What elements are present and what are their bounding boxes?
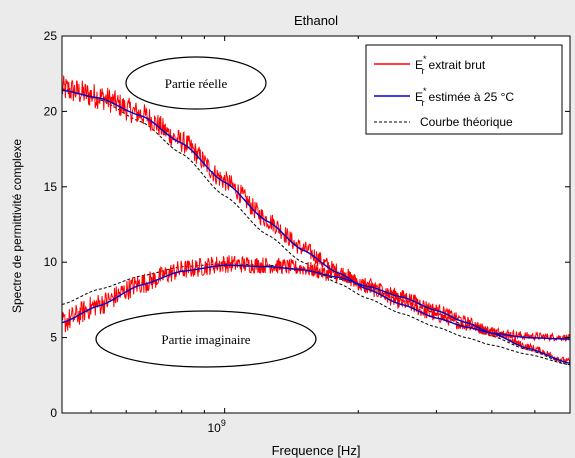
annotation-real: Partie réelle [125, 56, 267, 110]
legend: E* r extrait brut E* r estimée à 25 °C Courb… [365, 44, 563, 135]
legend-box [365, 44, 563, 135]
series-real-fit-line [61, 89, 571, 340]
y-tick-label: 15 [44, 180, 58, 194]
plot-frame [61, 35, 571, 414]
y-axis-label: Spectre de permittivité complexe [10, 139, 24, 313]
series-imaginary-fit-line [61, 264, 571, 364]
legend-label-raw: E* r extrait brut [415, 54, 486, 76]
legend-label-theory: Courbe théorique [420, 115, 513, 129]
annotation-imaginary: Partie imaginaire [95, 310, 317, 368]
y-tick-label: 0 [50, 406, 57, 420]
y-tick-label: 5 [50, 331, 57, 345]
annotation-imaginary-ellipse [95, 310, 317, 368]
legend-label-fit: E* r estimée à 25 °C [415, 86, 514, 108]
series-imaginary-raw-line [61, 255, 571, 364]
annotation-real-ellipse [125, 56, 267, 110]
series-layer [61, 75, 571, 366]
y-tick-label: 25 [44, 29, 58, 43]
x-axis-label: Frequence [Hz] [272, 443, 361, 458]
y-tick-label: 10 [44, 255, 58, 269]
x-tick-label: 109 [207, 418, 225, 435]
chart-title: Ethanol [294, 13, 338, 28]
y-tick-label: 20 [44, 104, 58, 118]
annotation-imaginary-label: Partie imaginaire [161, 332, 250, 347]
annotation-real-label: Partie réelle [165, 76, 228, 91]
ticks-layer: 0 5 10 15 20 25 109 [44, 29, 570, 435]
